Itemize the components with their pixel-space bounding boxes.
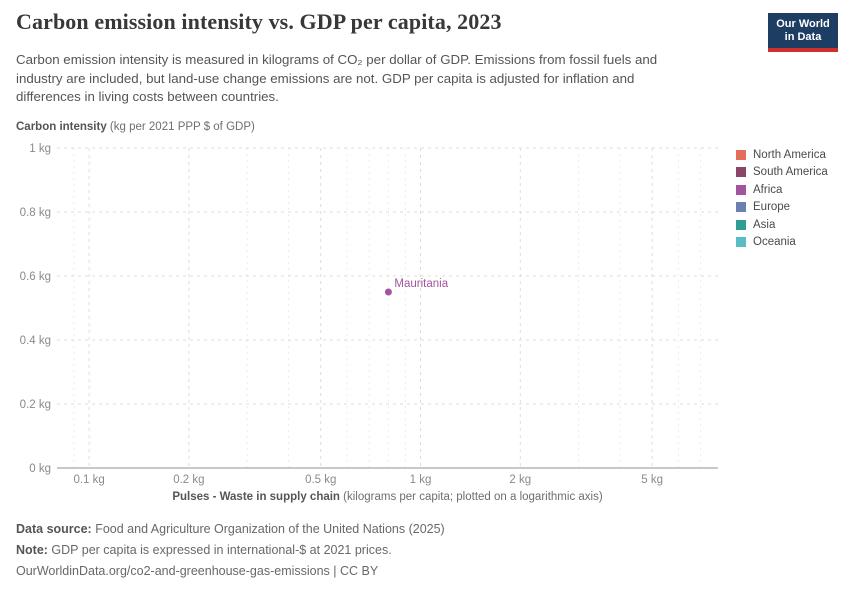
data-point-label: Mauritania <box>394 278 448 290</box>
legend-swatch <box>736 237 746 248</box>
continent-legend: North America South America Africa Europe As… <box>736 146 828 251</box>
legend-item-africa[interactable]: Africa <box>736 181 828 199</box>
logo-line-1: Our World <box>776 18 830 30</box>
y-axis-title: Carbon intensity (kg per 2021 PPP $ of G… <box>16 121 255 133</box>
legend-item-south-america[interactable]: South America <box>736 164 828 182</box>
data-source-line: Data source: Food and Agriculture Organi… <box>16 519 445 540</box>
footer: Data source: Food and Agriculture Organi… <box>16 519 445 582</box>
y-axis-title-rest: (kg per 2021 PPP $ of GDP) <box>106 121 255 133</box>
owid-logo[interactable]: Our World in Data <box>768 13 838 52</box>
y-tick-label: 1 kg <box>29 143 51 155</box>
data-source-label: Data source: <box>16 522 92 536</box>
chart-subtitle: Carbon emission intensity is measured in… <box>16 51 657 107</box>
data-source-text: Food and Agriculture Organization of the… <box>91 522 445 536</box>
legend-item-north-america[interactable]: North America <box>736 146 828 164</box>
citation-url[interactable]: OurWorldinData.org/co2-and-greenhouse-ga… <box>16 564 330 578</box>
legend-swatch <box>736 167 746 178</box>
x-tick-label: 0.5 kg <box>305 474 336 486</box>
legend-item-label: Africa <box>753 183 783 196</box>
legend-item-label: Asia <box>753 218 776 231</box>
x-tick-label: 2 kg <box>509 474 531 486</box>
note-text: GDP per capita is expressed in internati… <box>47 543 392 557</box>
legend-swatch <box>736 149 746 160</box>
note-line: Note: GDP per capita is expressed in int… <box>16 540 445 561</box>
x-axis-title-bold: Pulses - Waste in supply chain <box>172 491 340 503</box>
x-tick-label: 5 kg <box>641 474 663 486</box>
chart-title: Carbon emission intensity vs. GDP per ca… <box>16 9 502 34</box>
subtitle-line: Carbon emission intensity is measured in… <box>16 52 658 67</box>
legend-swatch <box>736 219 746 230</box>
legend-swatch <box>736 184 746 195</box>
y-tick-label: 0 kg <box>29 463 51 475</box>
legend-item-label: Europe <box>753 201 791 214</box>
y-tick-label: 0.2 kg <box>20 399 51 411</box>
citation-line: OurWorldinData.org/co2-and-greenhouse-ga… <box>16 561 445 582</box>
legend-item-europe[interactable]: Europe <box>736 199 828 217</box>
license-label: | CC BY <box>329 564 379 578</box>
x-tick-label: 1 kg <box>410 474 432 486</box>
data-point-mauritania[interactable] <box>384 288 392 296</box>
subtitle-line: differences in living costs between coun… <box>16 89 279 104</box>
legend-item-oceania[interactable]: Oceania <box>736 234 828 252</box>
x-axis-title: Pulses - Waste in supply chain (kilogram… <box>57 491 718 503</box>
x-tick-label: 0.2 kg <box>173 474 204 486</box>
y-axis-title-bold: Carbon intensity <box>16 121 107 133</box>
x-axis-title-rest: (kilograms per capita; plotted on a loga… <box>339 491 603 503</box>
subtitle-line: industry are included, but land-use chan… <box>16 70 635 86</box>
logo-line-2: in Data <box>784 31 822 43</box>
x-tick-label: 0.1 kg <box>73 474 104 486</box>
legend-item-asia[interactable]: Asia <box>736 216 828 234</box>
note-label: Note: <box>16 543 48 557</box>
y-tick-label: 0.4 kg <box>20 335 51 347</box>
y-tick-label: 0.6 kg <box>20 271 51 283</box>
legend-item-label: Oceania <box>753 236 796 249</box>
legend-swatch <box>736 202 746 213</box>
legend-item-label: South America <box>753 166 828 179</box>
legend-item-label: North America <box>753 148 826 161</box>
y-tick-label: 0.8 kg <box>20 207 51 219</box>
